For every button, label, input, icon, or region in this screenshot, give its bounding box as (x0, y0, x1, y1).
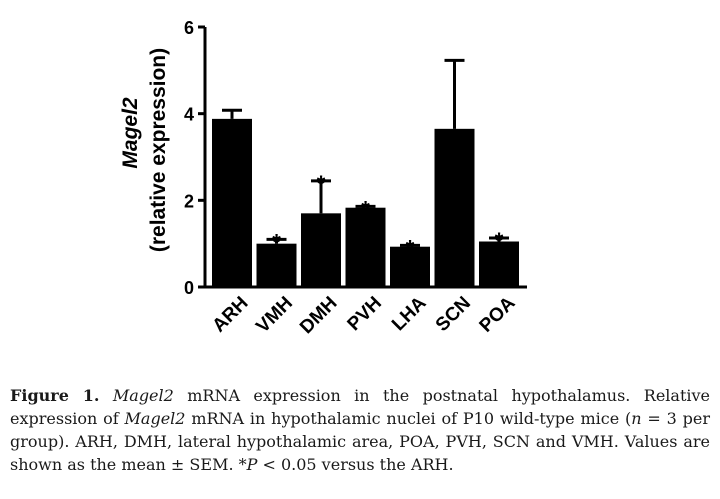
significance-mark: * (272, 229, 281, 254)
y-axis-title-gene: Magel2 (119, 97, 142, 169)
caption-body-b: = 3 per group). ARH, DMH, lateral hypoth… (10, 409, 710, 474)
x-tick-label: ARH (209, 293, 253, 337)
significance-mark: * (495, 228, 504, 253)
x-tick-label: SCN (432, 293, 475, 336)
bar (479, 241, 519, 287)
bars: * * * * * (212, 58, 519, 287)
y-axis-title-units: (relative expression) (147, 48, 170, 252)
bar-chart: Magel2 (relative expression) 0 2 4 6 * * * * * … (119, 18, 527, 338)
caption-gene-2: Magel2 (124, 409, 186, 428)
significance-mark: * (317, 171, 326, 196)
significance-mark: * (361, 196, 370, 221)
caption-gene: Magel2 (112, 386, 174, 405)
bar (390, 246, 430, 287)
y-tick-label: 2 (184, 191, 194, 211)
figure-caption: Figure 1. Magel2 mRNA expression in the … (10, 384, 710, 476)
bar (212, 118, 252, 287)
caption-body-c: < 0.05 versus the ARH. (257, 455, 454, 474)
bar (345, 207, 386, 287)
x-tick-label: LHA (388, 292, 431, 335)
x-tick-label: PVH (344, 293, 386, 335)
x-tick-label: POA (476, 292, 520, 336)
y-tick-label: 4 (184, 105, 194, 125)
y-axis-title: Magel2 (relative expression) (119, 48, 170, 252)
y-tick-label: 6 (184, 18, 194, 38)
y-tick-label: 0 (184, 278, 194, 298)
bar (301, 213, 341, 287)
x-tick-label: VMH (252, 293, 297, 338)
caption-p-symbol: P (246, 455, 258, 474)
caption-body-a: mRNA in hypothalamic nuclei of P10 wild-… (185, 409, 632, 428)
bar (256, 243, 297, 287)
caption-figure-label: Figure 1. (10, 386, 100, 405)
bar (434, 128, 475, 287)
significance-mark: * (406, 235, 415, 260)
caption-n-symbol: n (631, 409, 642, 428)
caption-title: mRNA expression in the postnatal hypotha… (10, 386, 711, 428)
category-labels: ARH VMH DMH PVH LHA SCN POA (209, 292, 520, 338)
x-tick-label: DMH (296, 293, 341, 338)
